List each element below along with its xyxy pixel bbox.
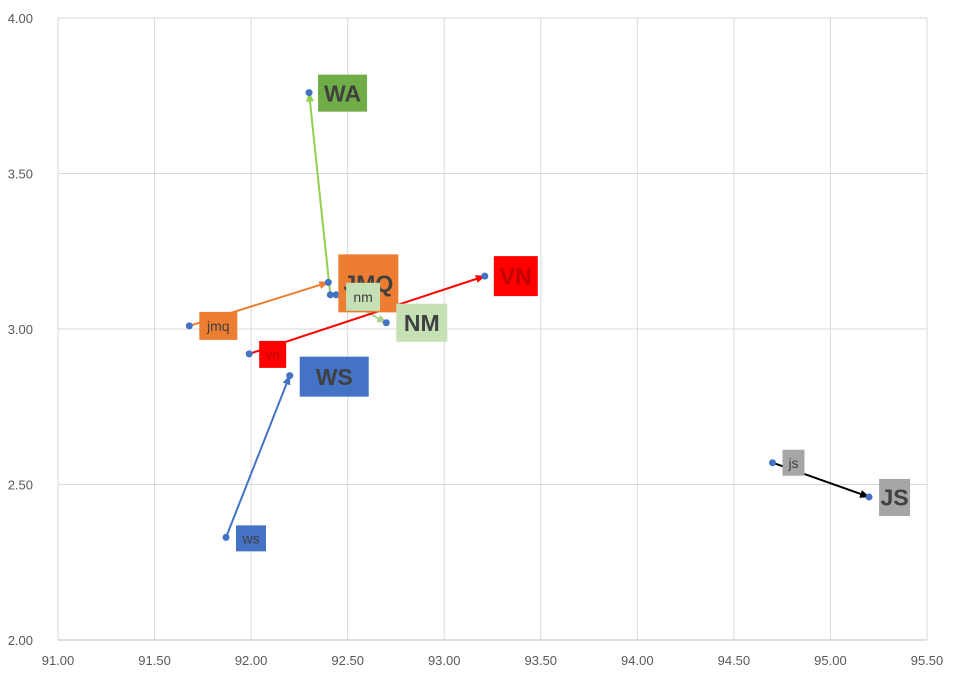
point-WA [305,89,313,97]
y-tick-label: 3.50 [8,167,33,182]
x-tick-label: 91.00 [42,653,75,668]
x-tick-label: 92.50 [331,653,364,668]
label-JS-text: JS [880,485,908,511]
label-jmq-box [199,311,238,340]
x-tick-label: 95.00 [814,653,847,668]
label-vn-text: vn [265,346,280,362]
label-WA-text: WA [324,80,361,106]
label-ws: ws [236,525,267,552]
label-JS: JS [879,478,911,516]
point-nm [332,291,340,299]
label-ws-text: ws [241,530,259,546]
y-tick-label: 4.00 [8,11,33,26]
point-vn [245,350,253,358]
label-jmq: jmq [199,311,238,340]
arrow-vn [248,275,486,355]
arrow-ws [225,374,291,538]
x-tick-label: 93.00 [428,653,461,668]
arrow-wa [306,91,332,295]
y-tick-label: 3.00 [8,322,33,337]
label-WA: WA [318,74,368,112]
x-tick-label: 91.50 [138,653,171,668]
point-JMQ [324,278,332,286]
label-VN: VN [493,256,538,297]
label-nm: nm [346,282,381,311]
point-ws [222,533,230,541]
points [185,89,873,541]
x-tick-label: 94.00 [621,653,654,668]
label-NM-text: NM [404,310,440,336]
point-WS [286,372,294,380]
label-ws-box [236,525,267,552]
label-VN-text: VN [500,263,532,289]
label-js-text: js [787,455,798,471]
label-WS-box [299,356,369,397]
label-WS-text: WS [316,364,353,390]
label-WS: WS [299,356,369,397]
point-NM [382,319,390,327]
point-VN [481,272,489,280]
x-tick-label: 95.50 [911,653,944,668]
label-NM-box [396,303,448,342]
label-WA-box [318,74,368,112]
label-VN-box [493,256,538,297]
label-nm-box [346,282,381,311]
label-js: js [782,449,805,476]
label-vn: vn [259,340,287,368]
point-jmq [185,322,193,330]
label-nm-text: nm [353,289,372,305]
point-js [769,459,777,467]
point-JS [865,493,873,501]
axes: 91.00 91.50 92.00 92.50 93.00 93.50 94.00 94.50… [8,11,944,668]
label-jmq-text: jmq [206,318,230,334]
labels: wsWSjmqJMQnmNMvnVNjsJSWA [199,74,911,552]
label-NM: NM [396,303,448,342]
x-tick-label: 94.50 [718,653,751,668]
x-tick-label: 93.50 [525,653,558,668]
y-tick-label: 2.50 [8,478,33,493]
label-vn-box [259,340,287,368]
arrows [189,91,871,538]
y-tick-label: 2.00 [8,633,33,648]
x-tick-label: 92.00 [235,653,268,668]
point-nm [326,291,334,299]
label-JS-box [879,478,911,516]
label-js-box [782,449,805,476]
